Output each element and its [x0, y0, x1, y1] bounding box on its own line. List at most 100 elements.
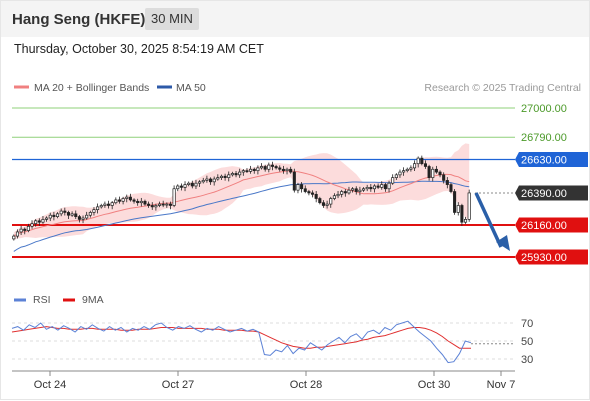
candle-body — [117, 199, 121, 202]
candle-body — [354, 188, 358, 192]
candle-body — [34, 220, 38, 224]
candle-body — [321, 202, 325, 206]
price-tag-label: 26390.00 — [521, 188, 567, 200]
candle-body — [292, 171, 296, 191]
credit-text: Research © 2025 Trading Central — [424, 82, 581, 94]
ma20-legend-swatch — [14, 85, 29, 89]
candle-body — [219, 175, 223, 178]
candle-body — [296, 184, 300, 191]
candle-body — [281, 168, 285, 172]
rsi-legend-label: RSI — [33, 294, 51, 306]
candle-body — [30, 223, 34, 227]
candle-body — [15, 231, 19, 237]
candle-body — [26, 226, 30, 231]
x-tick-label: Oct 30 — [418, 379, 450, 391]
candle-body — [351, 188, 355, 191]
candle-body — [183, 184, 187, 188]
interval-button[interactable]: 30 MIN — [145, 8, 199, 30]
candle-body — [121, 198, 125, 202]
candle-body — [128, 196, 132, 201]
candle-body — [154, 205, 158, 208]
candle-body — [311, 192, 315, 195]
candle-body — [125, 196, 129, 199]
x-axis: Oct 24 Oct 27 Oct 28 Oct 30 Nov 7 — [12, 370, 516, 391]
candle-body — [365, 187, 369, 190]
candle-body — [198, 181, 202, 184]
candle-body — [372, 185, 376, 190]
candle-body — [409, 167, 413, 170]
x-tick-label: Oct 28 — [290, 379, 322, 391]
candle-body — [376, 185, 380, 188]
candle-body — [431, 168, 435, 178]
candle-body — [347, 189, 351, 194]
candle-body — [449, 184, 453, 192]
candle-body — [325, 203, 329, 206]
bollinger-bands — [13, 143, 470, 240]
candle-body — [143, 200, 147, 205]
candle-body — [274, 166, 278, 169]
rsi-ma-legend-swatch — [63, 298, 75, 302]
candle-body — [362, 188, 366, 191]
candle-body — [55, 213, 60, 217]
candle-body — [252, 168, 256, 172]
rsi-panel: 70 50 30 — [11, 318, 533, 366]
candle-body — [383, 184, 387, 190]
candle-body — [285, 168, 289, 172]
price-tag-label: 26160.00 — [521, 220, 567, 232]
candles — [12, 155, 471, 241]
candle-body — [63, 210, 67, 213]
candle-body — [114, 199, 118, 204]
candle-body — [45, 217, 49, 220]
candle-body — [96, 206, 100, 211]
ma50-legend-label: MA 50 — [176, 82, 206, 94]
candle-body — [464, 219, 468, 223]
candle-body — [77, 216, 81, 220]
candle-body — [423, 163, 427, 167]
header-bar: Hang Seng (HKFE) 30 MIN — [1, 1, 589, 37]
price-tag-support — [515, 217, 588, 233]
candle-body — [263, 166, 267, 170]
candle-body — [241, 170, 245, 173]
candle-body — [260, 166, 264, 169]
candle-body — [187, 182, 191, 185]
candle-body — [329, 198, 333, 205]
candle-body — [398, 171, 402, 176]
candle-body — [110, 202, 114, 206]
rsi-ma-legend-label: 9MA — [82, 294, 104, 306]
ma20-line — [13, 170, 470, 237]
x-tick-label: Nov 7 — [487, 379, 516, 391]
candle-body — [176, 185, 180, 190]
candle-body — [394, 174, 398, 178]
candle-body — [168, 203, 172, 206]
candle-body — [70, 213, 74, 216]
candle-body — [12, 235, 16, 240]
x-tick-label: Oct 27 — [162, 379, 194, 391]
candle-body — [405, 168, 409, 172]
candle-body — [74, 213, 78, 217]
candle-body — [434, 168, 438, 173]
key-levels — [12, 107, 515, 258]
candle-body — [81, 217, 85, 220]
candle-body — [249, 168, 253, 172]
candle-body — [52, 214, 56, 217]
candle-body — [37, 220, 41, 223]
ma50-legend-swatch — [157, 85, 172, 89]
candle-body — [106, 203, 111, 206]
candle-body — [194, 182, 198, 187]
forecast-arrow-icon — [474, 192, 510, 251]
candle-body — [380, 184, 384, 188]
candle-body — [66, 212, 70, 216]
candle-body — [460, 205, 464, 223]
price-tag-label: 26630.00 — [521, 155, 567, 167]
candle-body — [456, 205, 460, 213]
price-tag-label: 27000.00 — [521, 103, 567, 115]
candle-body — [256, 167, 260, 172]
timestamp: Thursday, October 30, 2025 8:54:19 AM CE… — [14, 42, 264, 56]
rsi-legend-swatch — [14, 298, 26, 302]
rsi-tick-label: 30 — [521, 354, 533, 366]
candle-body — [427, 166, 431, 178]
ma20-legend-label: MA 20 + Bollinger Bands — [34, 82, 149, 94]
candle-body — [201, 180, 205, 183]
